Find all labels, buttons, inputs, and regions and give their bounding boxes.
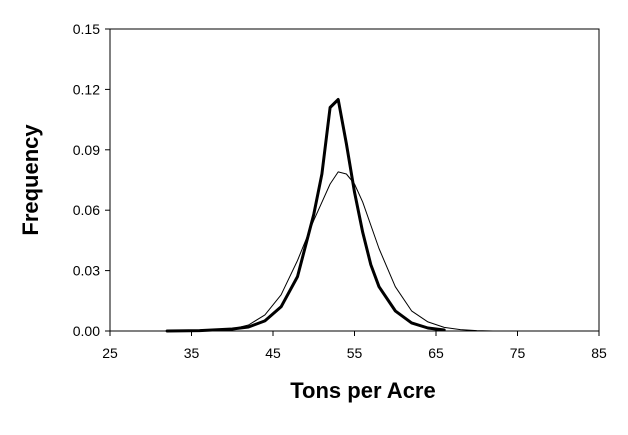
y-tick-label: 0.09 [73,142,100,158]
labels-layer: Tons per Acre Frequency [18,124,436,403]
x-tick-label: 25 [102,345,118,361]
x-tick-label: 45 [265,345,281,361]
x-axis-title: Tons per Acre [290,378,435,403]
y-tick-label: 0.03 [73,263,100,279]
y-axis-title: Frequency [18,124,43,236]
series-line-thick [165,98,446,333]
x-tick-label: 65 [428,345,444,361]
y-tick-label: 0.06 [73,202,100,218]
x-tick-label: 35 [184,345,200,361]
series-layer [165,98,494,333]
y-tick-label: 0.12 [73,81,100,97]
y-tick-label: 0.00 [73,323,100,339]
axes-layer: 25 35 45 55 65 75 85 0.00 0.03 0.06 0.09 0.12 0.15 [73,21,607,361]
y-tick-label: 0.15 [73,21,100,37]
x-tick-label: 55 [347,345,363,361]
x-tick-label: 85 [591,345,607,361]
plot-frame [109,28,600,332]
x-tick-label: 75 [510,345,526,361]
series-line-thin [215,171,494,332]
